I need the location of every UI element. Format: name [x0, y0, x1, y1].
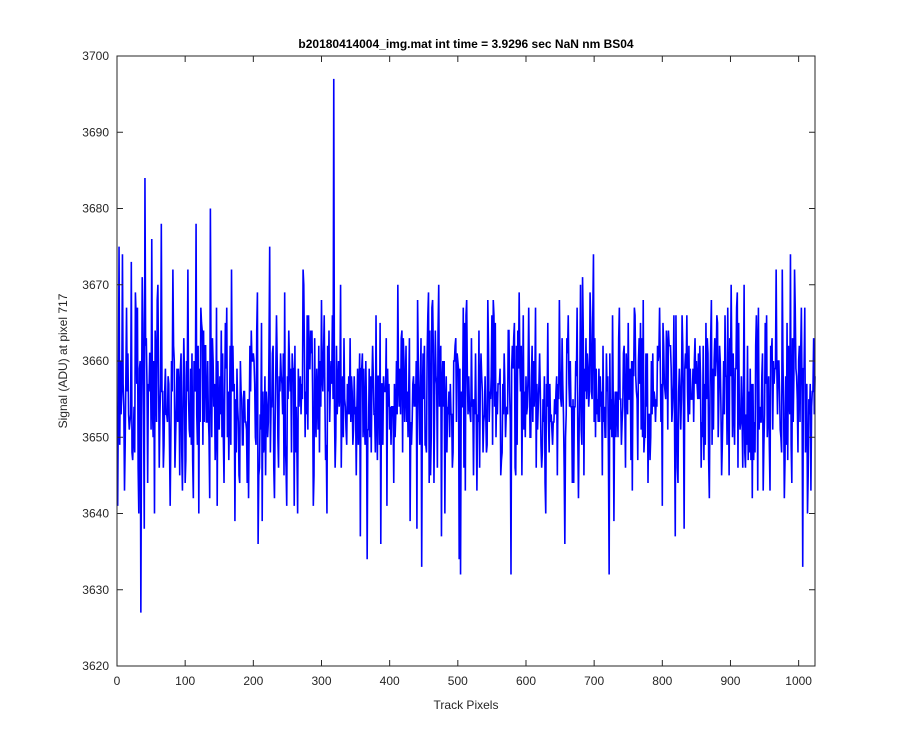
series-line: [116, 78, 816, 613]
y-tick-label: 3700: [82, 49, 109, 63]
x-tick-label: 400: [380, 674, 400, 688]
series-layer: [116, 78, 816, 613]
y-tick-label: 3650: [82, 430, 109, 444]
y-tick-label: 3660: [82, 354, 109, 368]
y-tick-label: 3670: [82, 278, 109, 292]
x-tick-label: 0: [114, 674, 121, 688]
x-tick-label: 300: [311, 674, 331, 688]
x-tick-label: 700: [584, 674, 604, 688]
x-tick-label: 800: [652, 674, 672, 688]
x-tick-label: 100: [175, 674, 195, 688]
x-tick-label: 500: [448, 674, 468, 688]
x-tick-label: 600: [516, 674, 536, 688]
x-tick-label: 1000: [785, 674, 812, 688]
y-axis-label: Signal (ADU) at pixel 717: [56, 293, 70, 428]
y-ticks: 3620 3630 3640 3650 3660 3670 3680 3690 3700: [82, 49, 815, 673]
x-axis-label: Track Pixels: [434, 698, 499, 712]
x-tick-label: 200: [243, 674, 263, 688]
x-ticks: 0 100 200 300 400 500 600 700 800 900 1000: [114, 56, 812, 688]
y-tick-label: 3640: [82, 507, 109, 521]
y-tick-label: 3690: [82, 125, 109, 139]
y-tick-label: 3620: [82, 659, 109, 673]
x-tick-label: 900: [720, 674, 740, 688]
y-tick-label: 3630: [82, 583, 109, 597]
y-tick-label: 3680: [82, 202, 109, 216]
chart-title: b20180414004_img.mat int time = 3.9296 s…: [298, 37, 634, 51]
